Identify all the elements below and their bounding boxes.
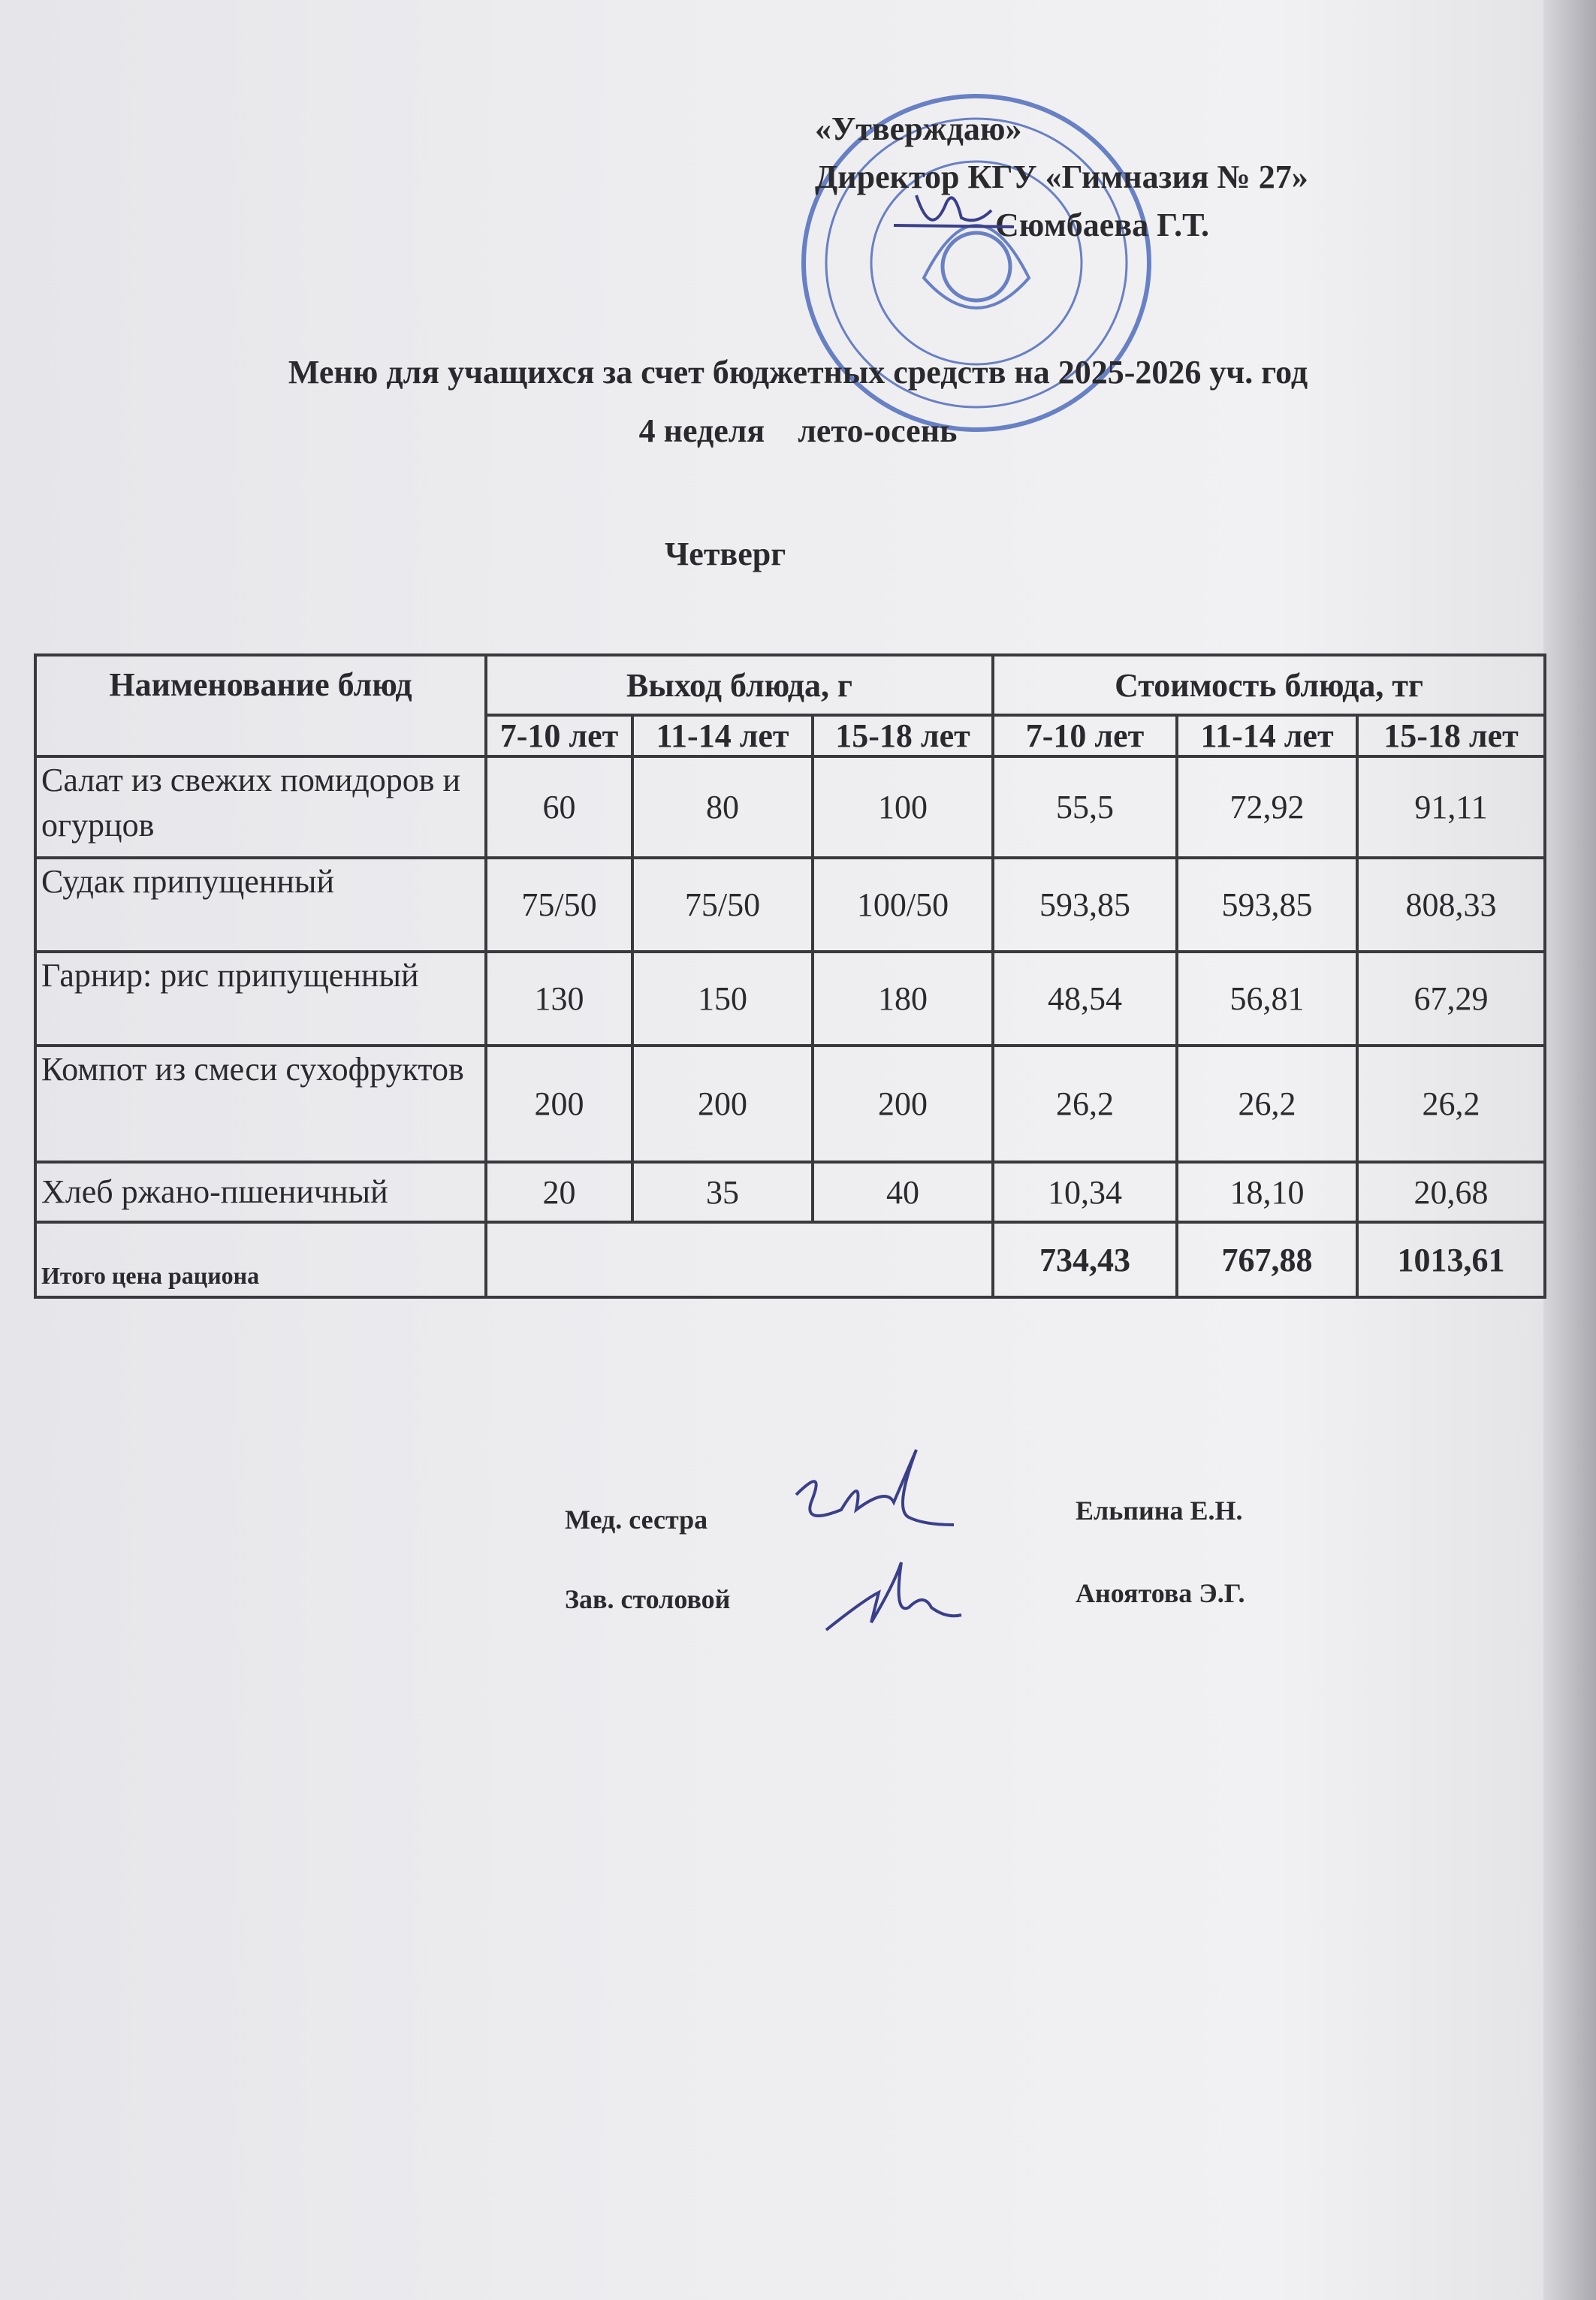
cost-cell: 18,10 (1175, 1161, 1359, 1224)
table-row: Компот из смеси сухофруктов 200 200 200 … (34, 1044, 1547, 1164)
cost-cell: 67,29 (1356, 950, 1547, 1047)
yield-cell: 75/50 (631, 856, 814, 953)
dish-name: Хлеб ржано-пшеничный (34, 1161, 487, 1224)
table-row: Судак припущенный 75/50 75/50 100/50 593… (34, 856, 1547, 953)
week-label: 4 неделя (638, 412, 765, 449)
table-row: Гарнир: рис припущенный 130 150 180 48,5… (34, 950, 1547, 1047)
nurse-signature (795, 1449, 955, 1526)
total-label: Итого цена рациона (34, 1221, 487, 1299)
approval-director: Директор КГУ «Гимназия № 27» (815, 158, 1308, 195)
yield-cell: 40 (810, 1161, 995, 1224)
cost-cell: 91,11 (1356, 755, 1547, 859)
yield-cell: 200 (484, 1044, 634, 1164)
cost-cell: 10,34 (991, 1161, 1179, 1224)
yield-cell: 80 (631, 755, 814, 859)
menu-table: Наименование блюд Выход блюда, г Стоимос… (34, 653, 1547, 1299)
header-cost-age: 11-14 лет (1175, 714, 1359, 758)
header-cost-age: 7-10 лет (991, 714, 1179, 758)
dish-name: Компот из смеси сухофруктов (34, 1044, 487, 1164)
header-yield-age: 7-10 лет (484, 714, 634, 758)
cost-cell: 26,2 (1175, 1044, 1359, 1164)
approval-director-name: Сюмбаева Г.Т. (995, 207, 1210, 243)
dish-name: Судак припущенный (34, 856, 487, 953)
dish-name: Гарнир: рис припущенный (34, 950, 487, 1047)
approval-block: «Утверждаю» Директор КГУ «Гимназия № 27»… (815, 105, 1308, 249)
yield-cell: 100 (810, 755, 995, 859)
total-empty-cell (484, 1221, 995, 1299)
cost-cell: 26,2 (991, 1044, 1179, 1164)
canteen-head-role: Зав. столовой (565, 1584, 731, 1614)
official-stamp (801, 94, 1151, 432)
cost-cell: 55,5 (991, 755, 1179, 859)
approval-heading: «Утверждаю» (815, 110, 1022, 147)
cost-cell: 26,2 (1356, 1044, 1547, 1164)
page-edge (1543, 0, 1596, 2300)
header-yield-age: 15-18 лет (810, 714, 995, 758)
yield-cell: 200 (631, 1044, 814, 1164)
total-cost: 767,88 (1175, 1221, 1359, 1299)
yield-cell: 20 (484, 1161, 634, 1224)
menu-title: Меню для учащихся за счет бюджетных сред… (288, 354, 1308, 391)
header-yield: Выход блюда, г (484, 653, 995, 717)
yield-cell: 180 (810, 950, 995, 1047)
yield-cell: 150 (631, 950, 814, 1047)
canteen-head-signature (825, 1562, 962, 1631)
yield-cell: 60 (484, 755, 634, 859)
nurse-name: Ельпина Е.Н. (1076, 1496, 1243, 1526)
total-cost: 1013,61 (1356, 1221, 1547, 1299)
cost-cell: 48,54 (991, 950, 1179, 1047)
menu-subtitle: 4 неделя лето-осень (0, 412, 1596, 450)
cost-cell: 56,81 (1175, 950, 1359, 1047)
director-signature (893, 195, 1015, 228)
table-row: Хлеб ржано-пшеничный 20 35 40 10,34 18,1… (34, 1161, 1547, 1224)
dish-name: Салат из свежих помидоров и огурцов (34, 755, 487, 859)
yield-cell: 200 (810, 1044, 995, 1164)
cost-cell: 20,68 (1356, 1161, 1547, 1224)
header-yield-age: 11-14 лет (631, 714, 814, 758)
nurse-role: Мед. сестра (565, 1505, 708, 1535)
cost-cell: 593,85 (991, 856, 1179, 953)
header-cost: Стоимость блюда, тг (991, 653, 1547, 717)
header-cost-age: 15-18 лет (1356, 714, 1547, 758)
cost-cell: 808,33 (1356, 856, 1547, 953)
table-row: Салат из свежих помидоров и огурцов 60 8… (34, 755, 1547, 859)
header-dish-name: Наименование блюд (34, 653, 487, 758)
season-label: лето-осень (798, 412, 958, 449)
yield-cell: 75/50 (484, 856, 634, 953)
total-cost: 734,43 (991, 1221, 1179, 1299)
yield-cell: 35 (631, 1161, 814, 1224)
yield-cell: 130 (484, 950, 634, 1047)
yield-cell: 100/50 (810, 856, 995, 953)
cost-cell: 593,85 (1175, 856, 1359, 953)
canteen-head-name: Аноятова Э.Г. (1076, 1578, 1245, 1608)
cost-cell: 72,92 (1175, 755, 1359, 859)
day-label: Четверг (665, 536, 786, 572)
total-row: Итого цена рациона 734,43 767,88 1013,61 (34, 1221, 1547, 1299)
